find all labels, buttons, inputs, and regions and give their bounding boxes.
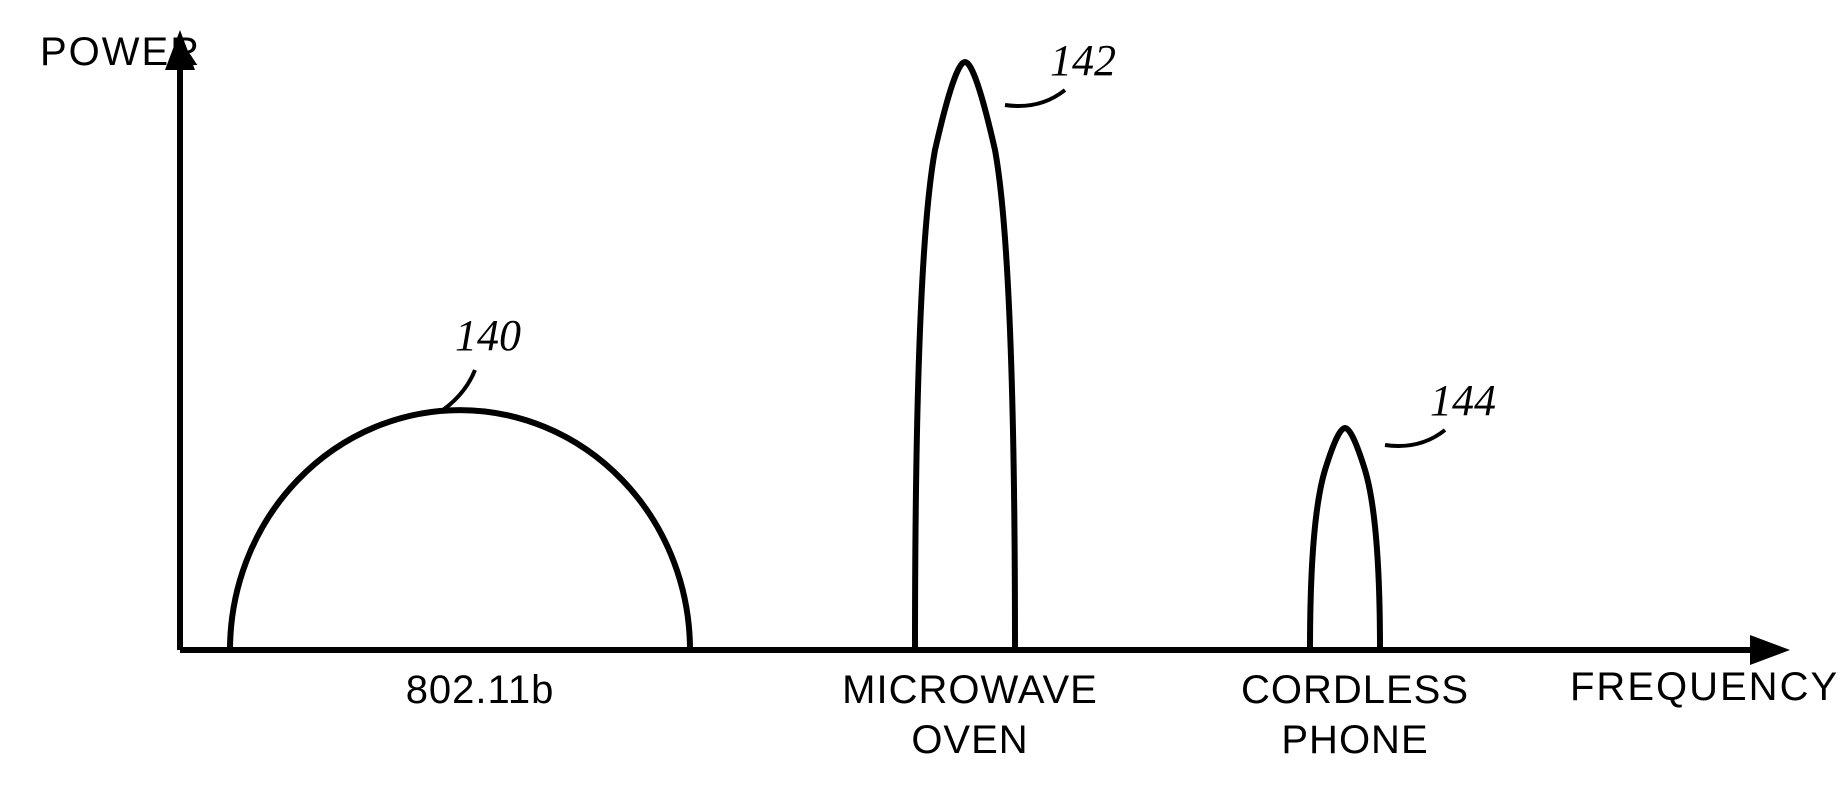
y-axis-label: POWER (40, 30, 201, 75)
x-label-microwave: MICROWAVE OVEN (830, 665, 1110, 765)
x-label-wifi: 802.11b (380, 665, 580, 715)
callout-hook-140 (440, 370, 475, 412)
callout-140: 140 (455, 310, 521, 361)
x-label-cordless: CORDLESS PHONE (1230, 665, 1480, 765)
callout-144: 144 (1430, 375, 1496, 426)
x-axis-label: FREQUENCY (1570, 665, 1839, 710)
peak-microwave (915, 62, 1015, 650)
callout-hook-144 (1385, 430, 1445, 446)
peak-cordless (1310, 428, 1380, 650)
callout-142: 142 (1050, 35, 1116, 86)
callout-hook-142 (1005, 90, 1065, 106)
x-axis-arrow (1750, 635, 1790, 665)
peak-wifi (230, 410, 690, 650)
spectrum-chart: POWER FREQUENCY 140 142 144 802.11b MICR… (0, 0, 1848, 808)
